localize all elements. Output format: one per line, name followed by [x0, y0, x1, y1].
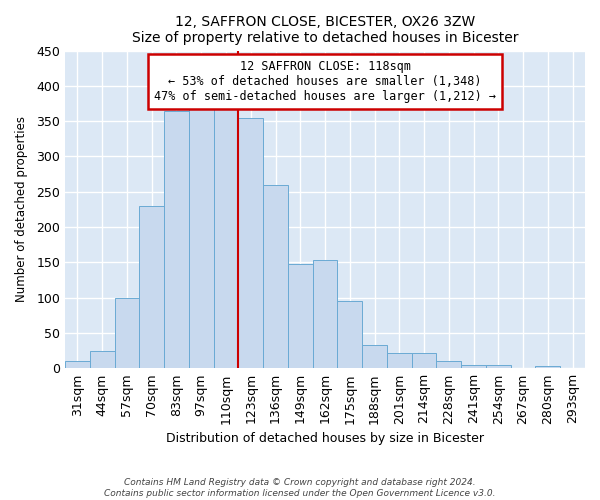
Bar [387, 353, 412, 368]
Bar [90, 350, 115, 368]
Bar [263, 184, 288, 368]
Text: 12 SAFFRON CLOSE: 118sqm
← 53% of detached houses are smaller (1,348)
47% of sem: 12 SAFFRON CLOSE: 118sqm ← 53% of detach… [154, 60, 496, 103]
Bar [337, 301, 362, 368]
Bar [214, 104, 238, 368]
Bar [362, 345, 387, 368]
X-axis label: Distribution of detached houses by size in Bicester: Distribution of detached houses by size … [166, 432, 484, 445]
Bar [412, 353, 436, 368]
Bar [436, 361, 461, 368]
Bar [288, 264, 313, 368]
Y-axis label: Number of detached properties: Number of detached properties [15, 116, 28, 302]
Title: 12, SAFFRON CLOSE, BICESTER, OX26 3ZW
Size of property relative to detached hous: 12, SAFFRON CLOSE, BICESTER, OX26 3ZW Si… [132, 15, 518, 45]
Bar [238, 118, 263, 368]
Bar [189, 107, 214, 368]
Bar [486, 366, 511, 368]
Bar [115, 298, 139, 368]
Bar [139, 206, 164, 368]
Text: Contains HM Land Registry data © Crown copyright and database right 2024.
Contai: Contains HM Land Registry data © Crown c… [104, 478, 496, 498]
Bar [313, 260, 337, 368]
Bar [65, 361, 90, 368]
Bar [461, 365, 486, 368]
Bar [535, 366, 560, 368]
Bar [164, 110, 189, 368]
